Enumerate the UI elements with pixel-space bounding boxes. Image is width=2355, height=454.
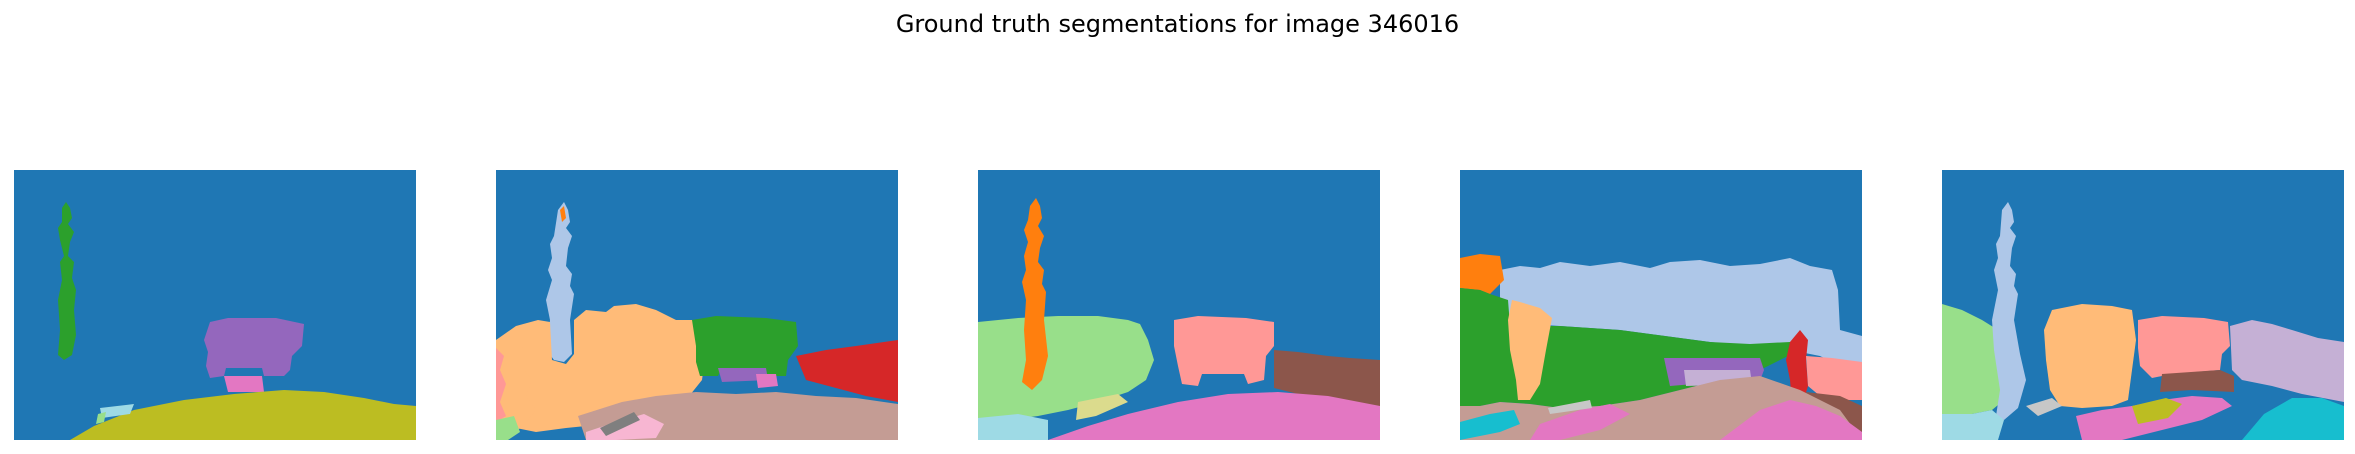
figure-title: Ground truth segmentations for image 346… <box>895 10 1460 38</box>
segmentation-panel-4 <box>1460 170 1862 440</box>
segmentation-map-3 <box>978 170 1380 440</box>
segmentation-panel-5 <box>1942 170 2344 440</box>
segmentation-map-4 <box>1460 170 1862 440</box>
segmentation-map-5 <box>1942 170 2344 440</box>
segmentation-panel-2 <box>496 170 898 440</box>
segmentation-map-1 <box>14 170 416 440</box>
segmentation-map-2 <box>496 170 898 440</box>
segmentation-panel-3 <box>978 170 1380 440</box>
segmentation-panel-1 <box>14 170 416 440</box>
